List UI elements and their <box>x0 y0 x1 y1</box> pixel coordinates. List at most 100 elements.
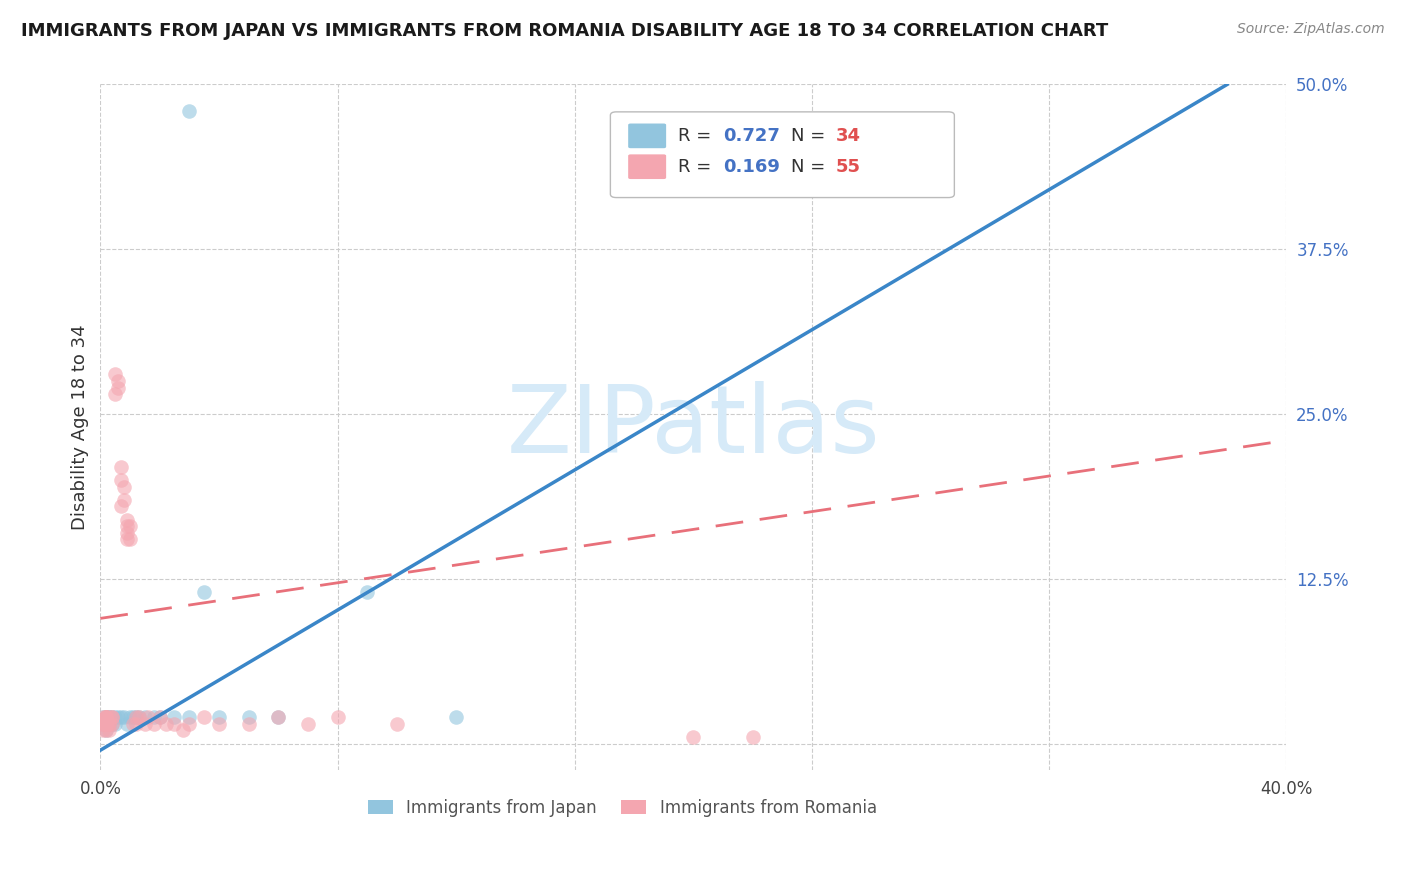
Point <box>118 533 141 547</box>
Point <box>711 183 734 197</box>
Text: 0.169: 0.169 <box>723 158 780 176</box>
Point <box>96 710 118 724</box>
Point <box>163 716 186 731</box>
Point <box>110 459 132 474</box>
Point <box>682 730 704 744</box>
Point <box>101 710 124 724</box>
Point <box>163 710 186 724</box>
FancyBboxPatch shape <box>610 112 955 197</box>
Point <box>104 368 127 382</box>
Point <box>110 500 132 514</box>
Y-axis label: Disability Age 18 to 34: Disability Age 18 to 34 <box>72 325 89 530</box>
FancyBboxPatch shape <box>628 123 666 148</box>
Point <box>118 710 141 724</box>
Point <box>101 710 124 724</box>
Point <box>238 716 260 731</box>
Point <box>149 710 172 724</box>
Point <box>96 716 118 731</box>
Point <box>96 710 118 724</box>
FancyBboxPatch shape <box>628 154 666 179</box>
Point <box>115 512 138 526</box>
Point <box>96 716 118 731</box>
Point <box>122 710 145 724</box>
Point <box>110 473 132 487</box>
Point <box>98 710 121 724</box>
Point <box>267 710 290 724</box>
Point <box>96 723 118 738</box>
Point <box>104 716 127 731</box>
Text: R =: R = <box>678 127 717 145</box>
Point <box>96 723 118 738</box>
Point <box>98 710 121 724</box>
Text: IMMIGRANTS FROM JAPAN VS IMMIGRANTS FROM ROMANIA DISABILITY AGE 18 TO 34 CORRELA: IMMIGRANTS FROM JAPAN VS IMMIGRANTS FROM… <box>21 22 1108 40</box>
Point <box>112 492 135 507</box>
Text: N =: N = <box>790 127 831 145</box>
Point <box>115 716 138 731</box>
Point <box>115 519 138 533</box>
Point <box>101 710 124 724</box>
Point <box>107 381 129 395</box>
Point <box>193 710 215 724</box>
Text: 0.727: 0.727 <box>723 127 780 145</box>
Point <box>91 710 114 724</box>
Point <box>96 710 118 724</box>
Point <box>208 716 231 731</box>
Point <box>91 716 114 731</box>
Point <box>444 710 467 724</box>
Point <box>115 525 138 540</box>
Point <box>118 519 141 533</box>
Point <box>208 710 231 724</box>
Point <box>125 710 148 724</box>
Point <box>136 710 159 724</box>
Point <box>98 716 121 731</box>
Point <box>356 585 378 599</box>
Point <box>110 710 132 724</box>
Legend: Immigrants from Japan, Immigrants from Romania: Immigrants from Japan, Immigrants from R… <box>361 792 883 823</box>
Point <box>98 716 121 731</box>
Text: Source: ZipAtlas.com: Source: ZipAtlas.com <box>1237 22 1385 37</box>
Point <box>128 710 150 724</box>
Point <box>125 710 148 724</box>
Point <box>297 716 319 731</box>
Text: 55: 55 <box>835 158 860 176</box>
Point <box>91 710 114 724</box>
Point <box>193 585 215 599</box>
Point <box>96 710 118 724</box>
Point <box>134 716 156 731</box>
Point <box>96 716 118 731</box>
Text: N =: N = <box>790 158 831 176</box>
Point <box>179 716 201 731</box>
Point <box>107 710 129 724</box>
Point <box>172 723 194 738</box>
Point <box>741 730 763 744</box>
Point <box>91 716 114 731</box>
Point <box>104 387 127 401</box>
Point <box>652 183 675 197</box>
Point <box>134 710 156 724</box>
Text: ZIPatlas: ZIPatlas <box>506 381 880 474</box>
Point <box>91 716 114 731</box>
Point <box>101 716 124 731</box>
Point <box>267 710 290 724</box>
Point <box>179 710 201 724</box>
Point <box>98 723 121 738</box>
Point <box>101 716 124 731</box>
Point <box>98 716 121 731</box>
Point <box>142 716 165 731</box>
Point <box>104 710 127 724</box>
Point <box>96 710 118 724</box>
Point <box>326 710 349 724</box>
Point <box>179 103 201 118</box>
Point <box>115 533 138 547</box>
Point <box>112 710 135 724</box>
Text: R =: R = <box>678 158 717 176</box>
Point <box>238 710 260 724</box>
Point <box>122 716 145 731</box>
Point <box>385 716 408 731</box>
Point <box>155 716 177 731</box>
Point <box>142 710 165 724</box>
Point <box>125 716 148 731</box>
Point <box>98 710 121 724</box>
Point <box>107 374 129 388</box>
Text: 34: 34 <box>835 127 860 145</box>
